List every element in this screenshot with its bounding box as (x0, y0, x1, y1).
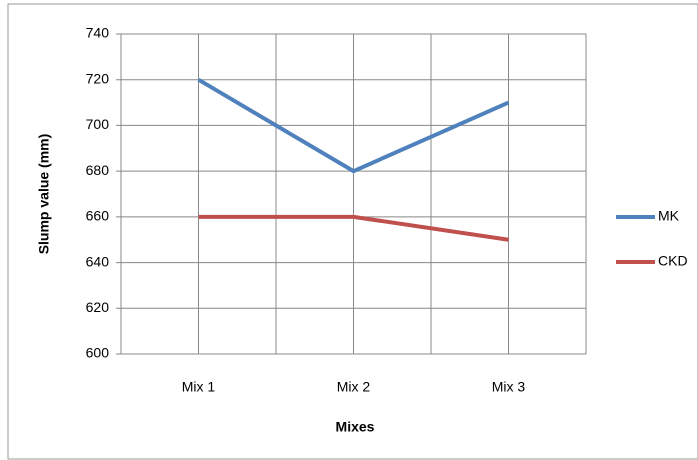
x-tick-label: Mix 1 (182, 379, 216, 395)
x-axis-title: Mixes (336, 419, 375, 435)
y-tick-label: 700 (86, 116, 110, 132)
x-tick-label: Mix 2 (337, 379, 371, 395)
y-tick-label: 620 (86, 299, 110, 315)
y-tick-label: 640 (86, 253, 110, 269)
y-axis-title: Slump value (mm) (36, 134, 52, 255)
y-tick-label: 740 (86, 25, 110, 41)
x-tick-label: Mix 3 (492, 379, 526, 395)
legend-label: CKD (658, 253, 688, 269)
series-line (198, 214, 509, 242)
series-line (197, 77, 510, 174)
y-tick-label: 680 (86, 162, 110, 178)
y-tick-label: 600 (86, 345, 110, 361)
legend-label: MK (658, 208, 680, 224)
y-tick-label: 660 (86, 208, 110, 224)
y-tick-label: 720 (86, 70, 110, 86)
